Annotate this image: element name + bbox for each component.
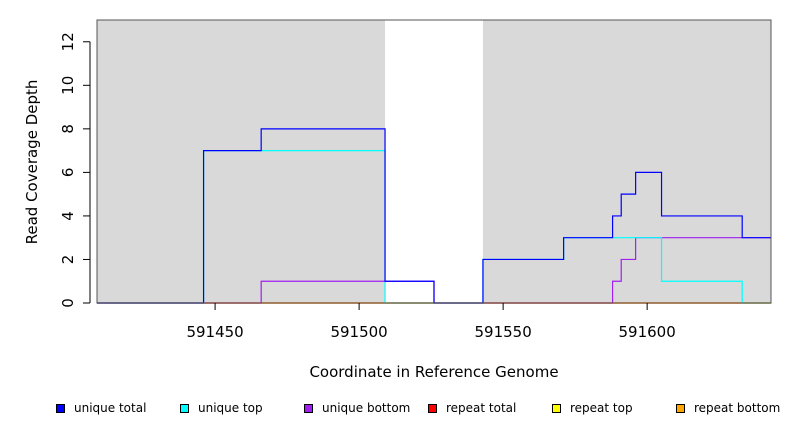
- y-tick-label: 2: [59, 255, 77, 265]
- series-line-unique-total: [97, 128, 771, 304]
- legend-label: repeat top: [570, 401, 633, 415]
- y-tick-label: 8: [59, 124, 77, 134]
- shaded-region: [97, 20, 386, 303]
- legend-swatch: [428, 403, 437, 413]
- y-axis-label: Read Coverage Depth: [23, 80, 41, 245]
- legend-label: unique top: [198, 401, 263, 415]
- plot-border: [96, 19, 772, 304]
- legend-swatch: [552, 403, 561, 413]
- legend-label: repeat bottom: [694, 401, 781, 415]
- legend-item-repeat-top: repeat top: [552, 398, 633, 418]
- y-tick-label: 4: [59, 211, 77, 221]
- y-tick-label: 10: [59, 76, 77, 95]
- legend-item-unique-total: unique total: [56, 398, 146, 418]
- legend-item-unique-bottom: unique bottom: [304, 398, 410, 418]
- x-axis: 591450 591500 591550 591600: [186, 303, 676, 341]
- legend-label: unique bottom: [322, 401, 411, 415]
- x-axis-label: Coordinate in Reference Genome: [309, 363, 558, 381]
- y-tick-label: 0: [59, 298, 77, 308]
- y-tick-label: 12: [59, 32, 77, 51]
- legend-item-unique-top: unique top: [180, 398, 263, 418]
- legend-swatch: [56, 403, 65, 413]
- shaded-region: [482, 20, 771, 303]
- legend-item-repeat-bottom: repeat bottom: [676, 398, 780, 418]
- x-tick-label: 591450: [186, 323, 243, 341]
- y-tick-label: 6: [59, 168, 77, 178]
- legend-item-repeat-total: repeat total: [428, 398, 516, 418]
- legend-label: unique total: [74, 401, 147, 415]
- chart-legend: unique total unique top unique bottom repea…: [0, 398, 792, 420]
- coverage-chart: 591450 591500 591550 591600 0 2 4 6 8 10 12 Coord…: [23, 19, 772, 381]
- plot-background: [97, 20, 771, 303]
- legend-swatch: [180, 403, 189, 413]
- y-axis: 0 2 4 6 8 10 12: [59, 32, 91, 308]
- legend-swatch: [304, 403, 313, 413]
- legend-swatch: [676, 403, 685, 413]
- legend-label: repeat total: [446, 401, 517, 415]
- x-tick-label: 591600: [619, 323, 676, 341]
- x-tick-label: 591500: [330, 323, 387, 341]
- x-tick-label: 591550: [474, 323, 531, 341]
